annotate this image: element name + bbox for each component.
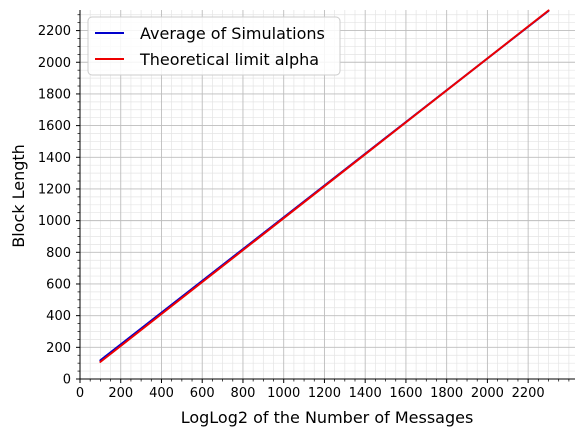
x-tick-label: 200 (108, 386, 133, 401)
x-tick-label: 600 (190, 386, 215, 401)
y-tick-label: 1600 (38, 119, 71, 134)
y-axis-label: Block Length (9, 144, 28, 248)
legend-label-1: Average of Simulations (140, 24, 325, 43)
y-tick-label: 800 (46, 246, 71, 261)
x-tick-label: 800 (231, 386, 256, 401)
series-line-2 (99, 9, 550, 363)
x-tick-label: 1200 (308, 386, 341, 401)
x-tick-label: 2200 (512, 386, 545, 401)
y-tick-label: 200 (46, 341, 71, 356)
axes (79, 10, 575, 380)
y-axis-ticks: 0 200 400 600 800 1000 1200 1400 1600 1800 2000 220… (38, 14, 80, 388)
y-tick-label: 400 (46, 309, 71, 324)
legend: Average of Simulations Theoretical limit … (87, 16, 341, 76)
x-tick-label: 400 (149, 386, 174, 401)
y-tick-label: 1200 (38, 182, 71, 197)
y-tick-label: 0 (63, 373, 71, 388)
x-tick-label: 0 (76, 386, 84, 401)
y-tick-label: 600 (46, 277, 71, 292)
x-tick-label: 1400 (349, 386, 382, 401)
x-axis-ticks: 0 200 400 600 800 1000 1200 1400 1600 1800 2000 220… (76, 379, 570, 401)
y-tick-label: 1000 (38, 214, 71, 229)
x-tick-label: 1000 (267, 386, 300, 401)
y-tick-label: 1800 (38, 87, 71, 102)
y-tick-label: 2200 (38, 24, 71, 39)
y-tick-label: 1400 (38, 151, 71, 166)
x-tick-label: 1800 (430, 386, 463, 401)
x-tick-label: 2000 (471, 386, 504, 401)
x-tick-label: 1600 (389, 386, 422, 401)
y-tick-label: 2000 (38, 56, 71, 71)
legend-label-2: Theoretical limit alpha (139, 50, 319, 69)
x-axis-label: LogLog2 of the Number of Messages (181, 408, 474, 427)
series-lines (99, 9, 550, 363)
legend-box (87, 16, 341, 76)
